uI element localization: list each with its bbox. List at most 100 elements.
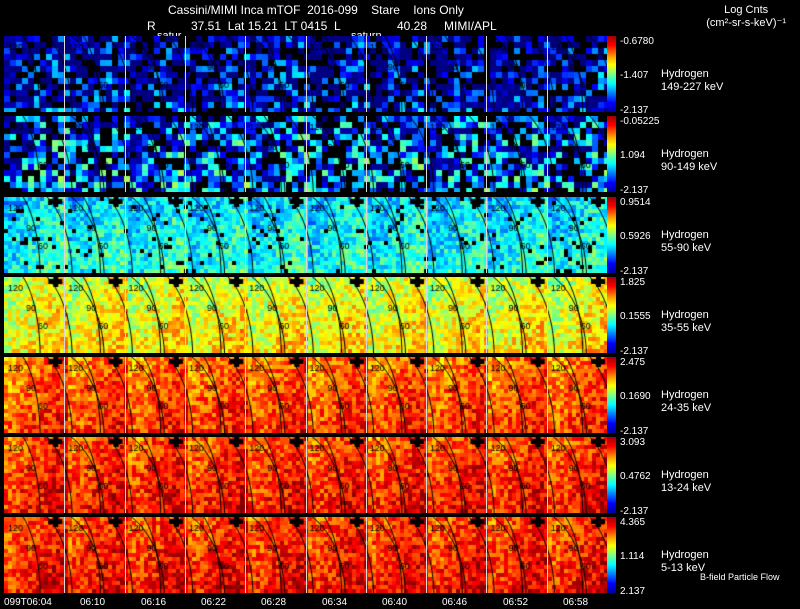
panel-divider (125, 36, 126, 112)
panel-divider (486, 197, 487, 273)
panel-divider (245, 116, 246, 192)
panel-divider (185, 437, 186, 513)
panel-divider (486, 437, 487, 513)
units-label: Log Cnts (cm²-sr-s-keV)⁻¹ (706, 4, 786, 29)
panel-divider (64, 437, 65, 513)
title-line: Cassini/MIMI Inca mTOF 2016-099 Stare Io… (168, 3, 464, 17)
panel-divider (547, 517, 548, 593)
panel-divider (486, 517, 487, 593)
species-name: Hydrogen (661, 389, 709, 401)
colorbar-mid-value: 0.5926 (620, 231, 651, 242)
panel-divider (547, 36, 548, 112)
panel-divider (64, 116, 65, 192)
panel-divider (366, 357, 367, 433)
colorbar (607, 437, 616, 513)
panel-divider (547, 357, 548, 433)
panel-divider (185, 357, 186, 433)
energy-range: 13-24 keV (661, 482, 712, 494)
colorbar-max-value: -0.6780 (620, 36, 654, 47)
panel-divider (426, 36, 427, 112)
time-tick-label: 06:52 (503, 597, 529, 608)
colorbar-min-value: 2.137 (620, 586, 646, 597)
panel-divider (426, 197, 427, 273)
panel-divider (306, 36, 307, 112)
time-tick-label: 06:10 (80, 597, 106, 608)
species-label: Hydrogen 5-13 keV (661, 549, 709, 575)
panel-divider (486, 36, 487, 112)
colorbar-min-value: -2.137 (620, 185, 649, 196)
panel-divider (245, 277, 246, 353)
colorbar (607, 357, 616, 433)
colorbar-mid-value: 1.094 (620, 150, 646, 161)
panel-divider (125, 277, 126, 353)
panel-divider (64, 197, 65, 273)
colorbar (607, 116, 616, 192)
panel-divider (366, 517, 367, 593)
panel-divider (486, 116, 487, 192)
ena-image-strip (4, 437, 607, 513)
time-tick-label: 06:40 (382, 597, 408, 608)
panel-divider (64, 517, 65, 593)
colorbar (607, 277, 616, 353)
time-tick-label: 099T06:04 (4, 597, 52, 608)
colorbar-max-value: 0.9514 (620, 197, 651, 208)
colorbar-min-value: -2.137 (620, 426, 649, 437)
colorbar-max-value: 3.093 (620, 437, 646, 448)
panel-divider (125, 437, 126, 513)
time-tick-label: 06:58 (563, 597, 589, 608)
b-field-flow-label: B-field Particle Flow (700, 572, 780, 582)
colorbar-min-value: -2.137 (620, 506, 649, 517)
colorbar (607, 517, 616, 593)
time-tick-label: 06:46 (442, 597, 468, 608)
panel-divider (426, 277, 427, 353)
time-tick-label: 06:28 (261, 597, 287, 608)
panel-divider (245, 36, 246, 112)
panel-divider (125, 116, 126, 192)
r-label: R (147, 19, 156, 33)
energy-row (4, 197, 607, 273)
colorbar (607, 36, 616, 112)
panel-divider (366, 36, 367, 112)
panel-divider (245, 517, 246, 593)
panel-divider (245, 357, 246, 433)
panel-divider (366, 116, 367, 192)
species-label: Hydrogen 90-149 keV (661, 148, 717, 174)
panel-divider (486, 357, 487, 433)
units-line1: Log Cnts (724, 4, 769, 16)
panel-divider (366, 277, 367, 353)
panel-divider (426, 517, 427, 593)
energy-row (4, 36, 607, 112)
energy-range: 24-35 keV (661, 402, 712, 414)
panel-divider (245, 197, 246, 273)
species-name: Hydrogen (661, 148, 709, 160)
species-name: Hydrogen (661, 229, 709, 241)
colorbar-min-value: -2.137 (620, 105, 649, 116)
position-line: 37.51 Lat 15.21 LT 0415 L (191, 19, 341, 33)
colorbar-mid-value: 0.1690 (620, 391, 651, 402)
panel-divider (185, 116, 186, 192)
time-tick-label: 06:16 (141, 597, 167, 608)
energy-row (4, 357, 607, 433)
ena-image-strip (4, 197, 607, 273)
panel-divider (366, 437, 367, 513)
species-name: Hydrogen (661, 469, 709, 481)
colorbar-mid-value: -1.407 (620, 70, 649, 81)
panel-divider (547, 437, 548, 513)
ena-image-strip (4, 277, 607, 353)
colorbar (607, 197, 616, 273)
time-tick-label: 06:34 (322, 597, 348, 608)
panel-divider (486, 277, 487, 353)
panel-divider (547, 277, 548, 353)
energy-range: 55-90 keV (661, 242, 712, 254)
panel-divider (245, 437, 246, 513)
colorbar-mid-value: 0.4762 (620, 471, 651, 482)
organization-label: MIMI/APL (444, 19, 497, 33)
species-label: Hydrogen 13-24 keV (661, 469, 711, 495)
energy-range: 5-13 keV (661, 562, 706, 574)
species-label: Hydrogen 55-90 keV (661, 229, 711, 255)
l-shell-value: 40.28 (397, 19, 428, 33)
energy-range: 149-227 keV (661, 81, 724, 93)
species-label: Hydrogen 149-227 keV (661, 68, 723, 94)
units-line2: (cm²-sr-s-keV)⁻¹ (706, 17, 786, 29)
species-name: Hydrogen (661, 309, 709, 321)
